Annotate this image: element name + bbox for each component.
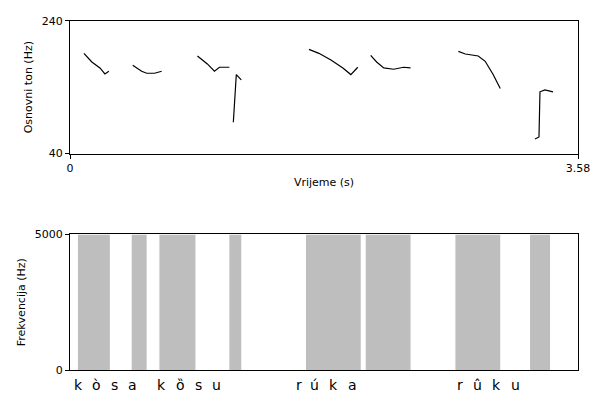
svg-text:5000: 5000 [35, 228, 63, 241]
svg-text:r: r [296, 377, 302, 393]
svg-text:Vrijeme (s): Vrijeme (s) [294, 176, 354, 189]
svg-text:0: 0 [67, 162, 74, 175]
svg-text:a: a [128, 377, 137, 393]
svg-text:240: 240 [42, 15, 63, 28]
svg-text:Osnovni ton (Hz): Osnovni ton (Hz) [22, 41, 35, 133]
svg-text:a: a [348, 377, 357, 393]
svg-text:0: 0 [56, 364, 63, 377]
svg-text:u: u [212, 377, 221, 393]
svg-text:û: û [473, 377, 482, 393]
svg-text:Frekvencija (Hz): Frekvencija (Hz) [15, 258, 28, 346]
svg-text:3.58: 3.58 [566, 162, 591, 175]
svg-text:ò: ò [92, 377, 101, 393]
svg-text:ú: ú [310, 377, 319, 393]
svg-text:k: k [492, 377, 501, 393]
svg-text:s: s [195, 377, 202, 393]
svg-text:k: k [157, 377, 166, 393]
svg-text:r: r [457, 377, 463, 393]
svg-text:s: s [111, 377, 118, 393]
svg-text:k: k [329, 377, 338, 393]
svg-text:ȍ: ȍ [176, 377, 185, 393]
svg-text:40: 40 [49, 147, 63, 160]
svg-text:u: u [511, 377, 520, 393]
svg-text:k: k [74, 377, 83, 393]
